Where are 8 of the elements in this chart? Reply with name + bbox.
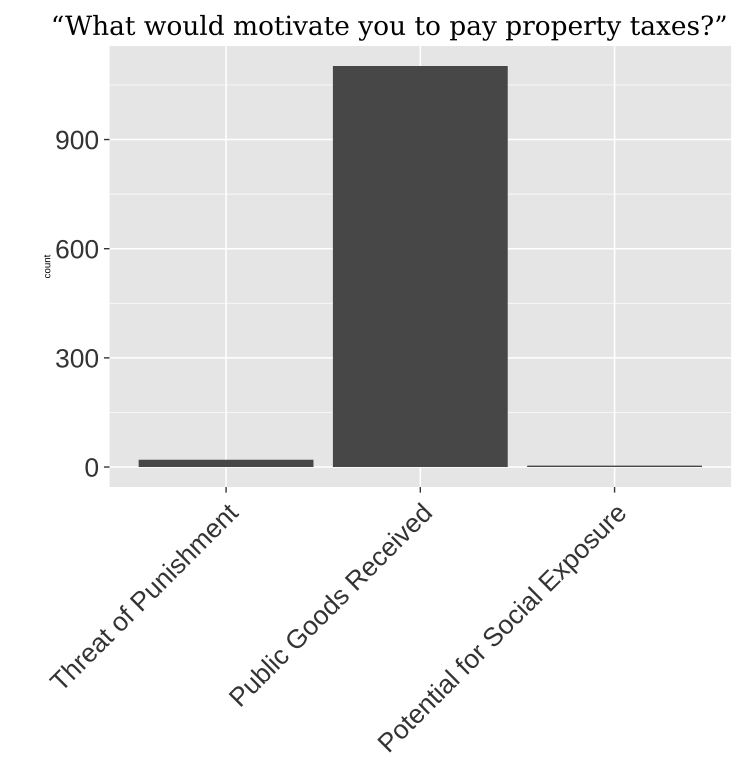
y-tick-label: 900 bbox=[56, 130, 98, 150]
y-tick-label: 300 bbox=[56, 349, 98, 368]
y-tick-label: 0 bbox=[85, 458, 98, 477]
y-axis-title: count bbox=[44, 254, 50, 278]
bar bbox=[138, 460, 314, 468]
chart-title: “What would motivate you to pay property taxes?” bbox=[53, 14, 726, 41]
y-tick-label: 600 bbox=[56, 240, 98, 259]
bar bbox=[332, 66, 508, 468]
